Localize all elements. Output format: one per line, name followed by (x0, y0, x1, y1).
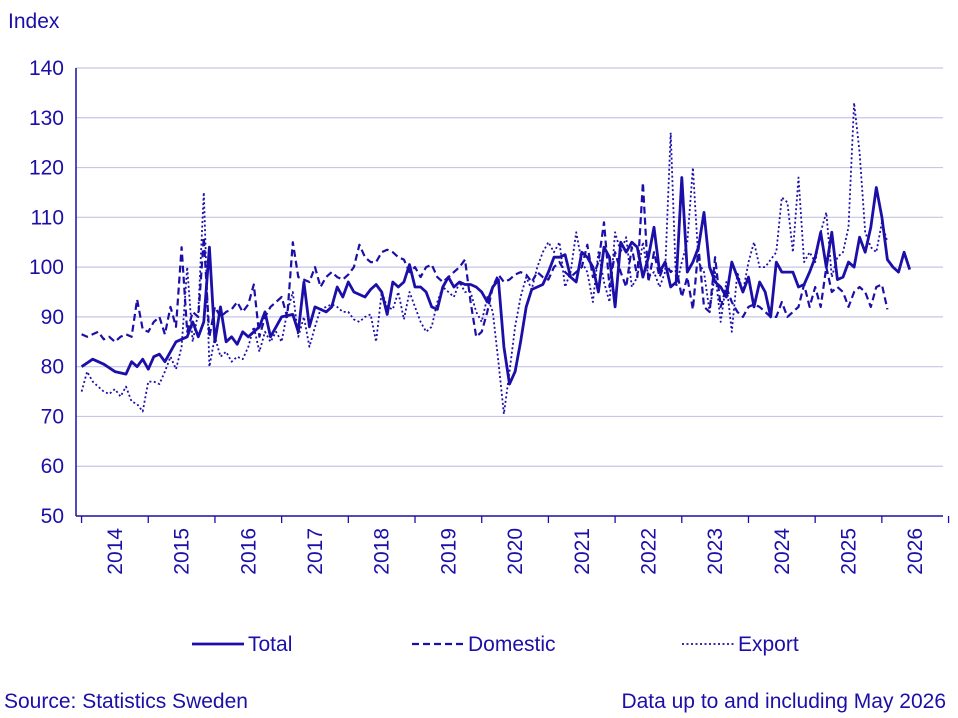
legend: Total Domestic Export (192, 633, 799, 656)
x-tick-label-2014: 2014 (104, 528, 127, 575)
series-line-export (80, 101, 889, 415)
y-tick-label-130: 130 (29, 107, 64, 130)
gridlines (76, 67, 943, 467)
y-tick-label-50: 50 (41, 505, 64, 528)
series-line-total (80, 176, 912, 386)
x-tick-label-2019: 2019 (437, 528, 460, 575)
legend-label-export: Export (738, 633, 799, 656)
x-tick-label-2023: 2023 (704, 528, 727, 575)
x-tick-label-2018: 2018 (371, 528, 394, 575)
x-tick-label-2026: 2026 (904, 528, 927, 575)
line-chart: Index 50 60 70 80 90 100 110 120 130 140 2014 2015… (8, 10, 950, 656)
y-tick-label-100: 100 (29, 256, 64, 279)
x-tick-label-2020: 2020 (504, 528, 527, 575)
x-tick-label-2022: 2022 (637, 528, 660, 575)
x-tick-label-2017: 2017 (304, 528, 327, 575)
y-tick-label-70: 70 (41, 405, 64, 428)
y-tick-label-80: 80 (41, 356, 64, 379)
series-lines (80, 101, 912, 415)
x-tick-label-2015: 2015 (171, 528, 194, 575)
x-tick-label-2021: 2021 (571, 528, 594, 575)
x-axis-ticks: 2014 2015 2016 2017 2018 2019 2020 2021 2022 2023… (80, 516, 950, 575)
y-tick-label-140: 140 (29, 57, 64, 80)
series-line-domestic (81, 181, 889, 343)
x-tick-label-2025: 2025 (838, 528, 861, 575)
x-tick-label-2016: 2016 (237, 528, 260, 575)
source-note: Source: Statistics Sweden (4, 690, 248, 713)
data-range-note: Data up to and including May 2026 (621, 690, 946, 713)
y-axis-ticks: 50 60 70 80 90 100 110 120 130 140 (29, 57, 64, 528)
legend-label-total: Total (248, 633, 292, 656)
y-tick-label-60: 60 (41, 455, 64, 478)
y-tick-label-90: 90 (41, 306, 64, 329)
y-tick-label-110: 110 (31, 206, 64, 229)
legend-label-domestic: Domestic (468, 633, 556, 656)
y-tick-label-120: 120 (29, 157, 64, 180)
y-axis-label: Index (8, 10, 60, 33)
x-tick-label-2024: 2024 (771, 528, 794, 575)
